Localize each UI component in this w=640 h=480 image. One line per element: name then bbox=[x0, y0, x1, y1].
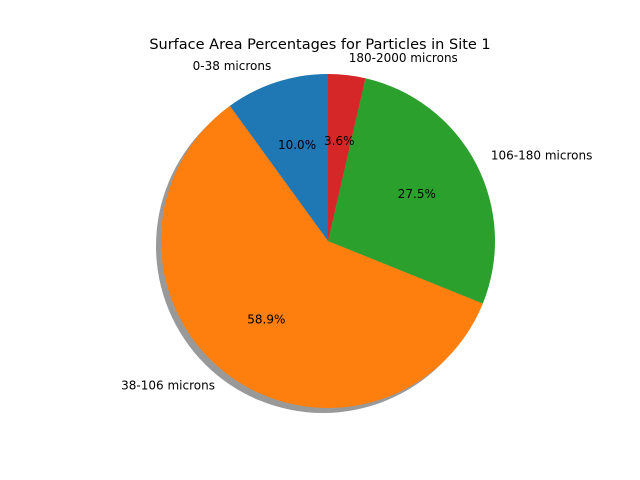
pie-slice bbox=[328, 78, 495, 304]
slice-label: 106-180 microns bbox=[491, 149, 592, 163]
slice-percent-label: 3.6% bbox=[324, 134, 355, 148]
slice-percent-label: 27.5% bbox=[398, 187, 436, 201]
slice-percent-label: 10.0% bbox=[278, 138, 316, 152]
pie-slices bbox=[161, 74, 495, 408]
pie-slice bbox=[328, 74, 366, 241]
slice-label: 180-2000 microns bbox=[349, 51, 458, 65]
slice-label: 0-38 microns bbox=[193, 59, 272, 73]
slice-percent-label: 58.9% bbox=[247, 312, 285, 326]
pie-labels: 0-38 microns 10.0% 38-106 microns 58.9% 106-… bbox=[121, 51, 592, 392]
chart-title: Surface Area Percentages for Particles i… bbox=[149, 37, 490, 53]
pie-slice bbox=[229, 74, 328, 241]
pie-slice bbox=[161, 105, 483, 408]
slice-label: 38-106 microns bbox=[121, 378, 215, 392]
